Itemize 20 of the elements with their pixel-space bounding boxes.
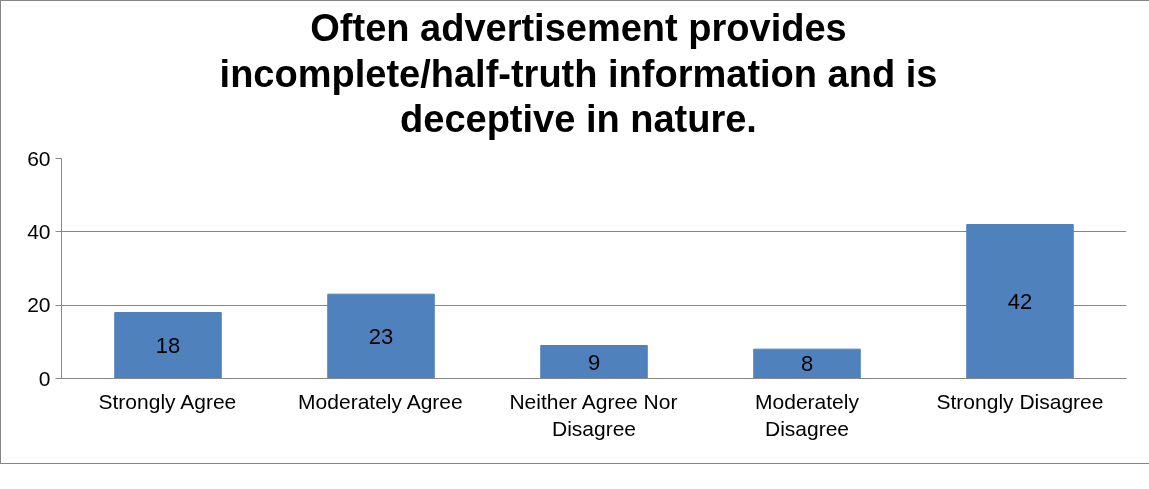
bar — [540, 344, 648, 379]
bar — [114, 311, 222, 379]
bar — [327, 293, 435, 379]
x-tick-label: Moderately Agree — [298, 389, 463, 413]
bar — [966, 223, 1074, 379]
x-tick-label: Strongly Agree — [98, 389, 237, 413]
data-label: 18 — [155, 332, 181, 358]
x-tick-label: Neither Agree Nor Disagree — [509, 389, 678, 440]
data-label: 9 — [587, 349, 601, 375]
bar — [753, 348, 861, 379]
y-tick-label: 0 — [38, 366, 51, 390]
data-label: 23 — [368, 323, 394, 349]
data-label: 8 — [800, 351, 814, 377]
data-label: 42 — [1007, 288, 1033, 314]
y-tick-label: 60 — [27, 146, 51, 170]
x-tick-label: Moderately Disagree — [755, 389, 860, 440]
x-tick-label: Strongly Disagree — [936, 389, 1104, 413]
chart-title: Often advertisement provides incomplete/half-truth information and is deceptive in nature. — [219, 6, 938, 143]
y-tick-label: 20 — [27, 292, 51, 316]
y-tick-label: 40 — [27, 219, 51, 243]
